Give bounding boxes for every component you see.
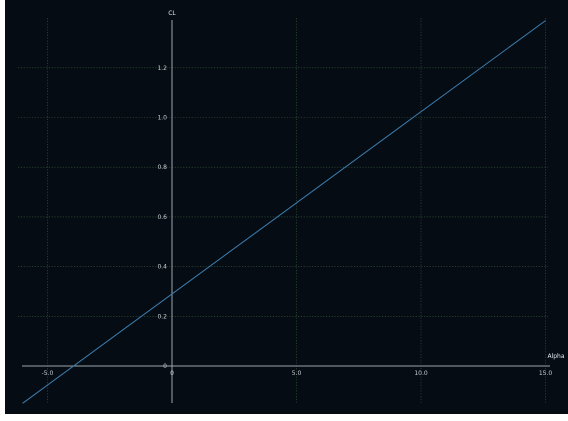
axes — [22, 20, 550, 403]
y-tick-label: 0 — [163, 363, 167, 370]
x-tick-label: 10.0 — [414, 370, 428, 377]
x-tick-label: 5.0 — [292, 370, 302, 377]
y-tick-label: 0.4 — [157, 264, 167, 271]
tick-labels: -5.0 0 5.0 10.0 15.0 0 0.2 0.4 0.6 0.8 1.0 1.2 — [42, 65, 553, 377]
series-line — [22, 20, 546, 404]
y-tick-label: 0.6 — [157, 214, 167, 221]
x-tick-label: -5.0 — [42, 370, 54, 377]
x-tick-label: 0 — [170, 370, 174, 377]
x-axis-title: Alpha — [547, 353, 564, 360]
y-tick-label: 0.2 — [157, 313, 167, 320]
x-tick-label: 15.0 — [539, 370, 553, 377]
series — [22, 20, 546, 404]
y-axis-title: CL — [168, 10, 176, 17]
cl-alpha-chart: -5.0 0 5.0 10.0 15.0 0 0.2 0.4 0.6 0.8 1.0 1.2 Alph… — [18, 10, 565, 404]
y-tick-label: 1.0 — [157, 115, 167, 122]
chart-area: -5.0 0 5.0 10.0 15.0 0 0.2 0.4 0.6 0.8 1.0 1.2 Alph… — [5, 0, 568, 414]
grid — [18, 18, 548, 404]
y-tick-label: 0.8 — [157, 164, 167, 171]
y-tick-label: 1.2 — [157, 65, 167, 72]
